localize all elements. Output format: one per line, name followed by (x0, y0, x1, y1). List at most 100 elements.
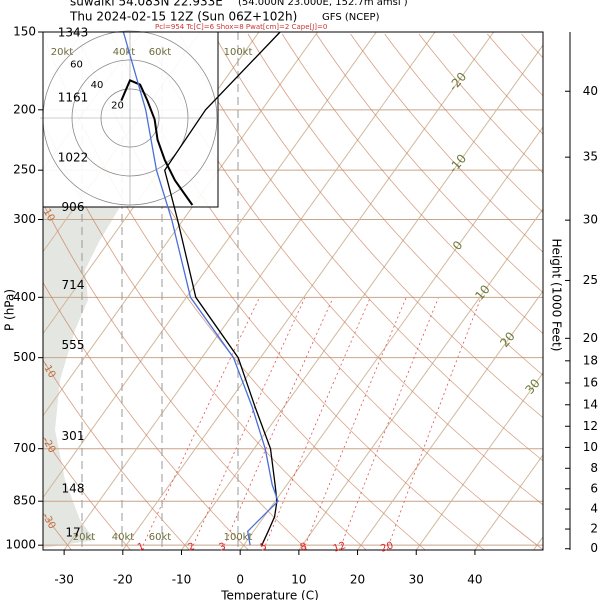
y2-tick-label: 2 (590, 522, 598, 536)
height-label: 1343 (58, 26, 89, 40)
hodograph-ring-label: 60 (70, 59, 83, 70)
wind-scale-label: 40kt (112, 532, 135, 543)
dry-adiabat (43, 281, 249, 550)
isotherm (43, 32, 319, 417)
x-tick-label: -20 (113, 573, 133, 587)
plot-frame (42, 31, 544, 551)
isotherm-label: -20 (446, 70, 469, 94)
x-tick-label: -30 (54, 573, 74, 587)
hodograph-ring (100, 88, 160, 148)
wind-scale-label: 40kt (113, 47, 136, 58)
y2-tick-label: 40 (583, 84, 598, 98)
y-tick-label: 150 (13, 25, 36, 39)
y2-tick-label: 35 (583, 150, 598, 164)
hodograph-trace (120, 78, 194, 206)
dry-adiabat (384, 33, 543, 213)
height-label: 1022 (58, 151, 89, 165)
y-tick-label: 500 (13, 350, 36, 364)
y2-tick-label: 20 (583, 331, 598, 345)
model: GFS (NCEP) (322, 12, 380, 23)
dry-adiabat (43, 202, 308, 550)
wind-scale-label: 60kt (149, 532, 172, 543)
y-tick-label: 200 (13, 102, 36, 116)
mixing-ratio-label: 3 (218, 541, 228, 554)
dry-adiabat (179, 33, 543, 462)
hodograph: 20kt 40kt 60kt 100kt 20 40 60 (40, 30, 253, 208)
mixing-ratio-label: 5 (259, 541, 269, 554)
mixing-ratio-label: 20 (379, 540, 395, 555)
y-tick-label: 300 (13, 212, 36, 226)
dry-adiabat (350, 33, 543, 253)
foreground (122, 31, 281, 546)
isotherm-label: 10 (472, 282, 493, 303)
shaded-region (43, 207, 120, 548)
isotherm (122, 32, 495, 550)
wind-scale: 20kt 40kt 60kt 100kt (73, 32, 253, 550)
mixing-ratio-label: 1 (136, 541, 146, 554)
dry-adiabat (486, 33, 543, 97)
y2-tick-label: 14 (583, 397, 598, 411)
dry-adiabat (213, 33, 543, 419)
y-tick-label: 1000 (5, 538, 36, 552)
isotherm (63, 32, 436, 550)
height-label: 555 (62, 338, 85, 352)
y2-tick-label: 10 (583, 440, 598, 454)
subtitle: Thu 2024-02-15 12Z (Sun 06Z+102h) (69, 10, 297, 24)
mixing-ratio-label: 8 (299, 541, 309, 554)
profile-line (122, 31, 279, 546)
wind-scale-label: 60kt (149, 47, 172, 58)
hodograph-ring (71, 59, 189, 177)
x-tick-label: 0 (236, 573, 244, 587)
isotherm-label: 30 (522, 376, 543, 397)
x-axis-label: Temperature (C) (220, 589, 319, 600)
isotherm-label: -10 (446, 151, 469, 175)
height-label: 148 (62, 482, 85, 496)
y2-tick-label: 16 (583, 375, 598, 389)
y2-tick-label: 0 (590, 541, 598, 555)
mixing-ratio-line (386, 297, 482, 550)
y2-tick-label: 8 (590, 461, 598, 475)
y-tick-label: 250 (13, 163, 36, 177)
mixing-ratio-line (221, 297, 334, 550)
y-tick-label: 400 (13, 290, 36, 304)
wind-scale-label: 100kt (224, 532, 253, 543)
dry-adiabat (247, 33, 543, 376)
y2-tick-label: 18 (583, 353, 598, 367)
mixing-ratio-line (303, 297, 407, 550)
dry-adiabat (43, 120, 367, 550)
mixing-ratio-line (190, 297, 306, 550)
y-tick-label: 850 (13, 494, 36, 508)
y2-axis-label: Height (1000 Feet) (550, 239, 564, 352)
wind-scale-label: 20kt (51, 47, 74, 58)
mixing-ratio-label: 2 (186, 541, 196, 554)
height-label: 17 (65, 526, 80, 540)
y2-tick-label: 6 (590, 481, 598, 495)
y2-tick-label: 30 (583, 213, 598, 227)
isotherm-label: 20 (497, 329, 518, 350)
dry-adiabat (43, 359, 190, 550)
hodograph-ring-label: 40 (91, 80, 104, 91)
profile-line (163, 31, 281, 546)
height-label: 1161 (58, 90, 89, 104)
wind-scale-label: 20kt (73, 532, 96, 543)
dry-adiabat (43, 436, 131, 550)
chart-title: suwalki 54.083N 22.933E (70, 0, 223, 9)
x-tick-label: 40 (467, 573, 482, 587)
mixing-ratio-label: 12 (332, 540, 348, 555)
mixing-ratio-line (339, 297, 439, 550)
dry-adiabat (281, 33, 543, 335)
hodograph-ring-label: 20 (111, 100, 124, 111)
isotherm (474, 454, 543, 550)
mixing-ratio-line (263, 297, 371, 550)
x-tick-label: -10 (172, 573, 192, 587)
y2-tick-label: 25 (583, 273, 598, 287)
y2-tick-label: 4 (590, 502, 598, 516)
title-detail: (54.000N 23.000E, 152.7m amsl ) (238, 0, 408, 8)
y2-tick-label: 12 (583, 419, 598, 433)
isotherm (298, 208, 543, 550)
wind-scale-label: 100kt (224, 47, 253, 58)
height-label: 301 (62, 429, 85, 443)
height-label: 906 (62, 200, 85, 214)
mixing-ratio-line (140, 297, 260, 550)
